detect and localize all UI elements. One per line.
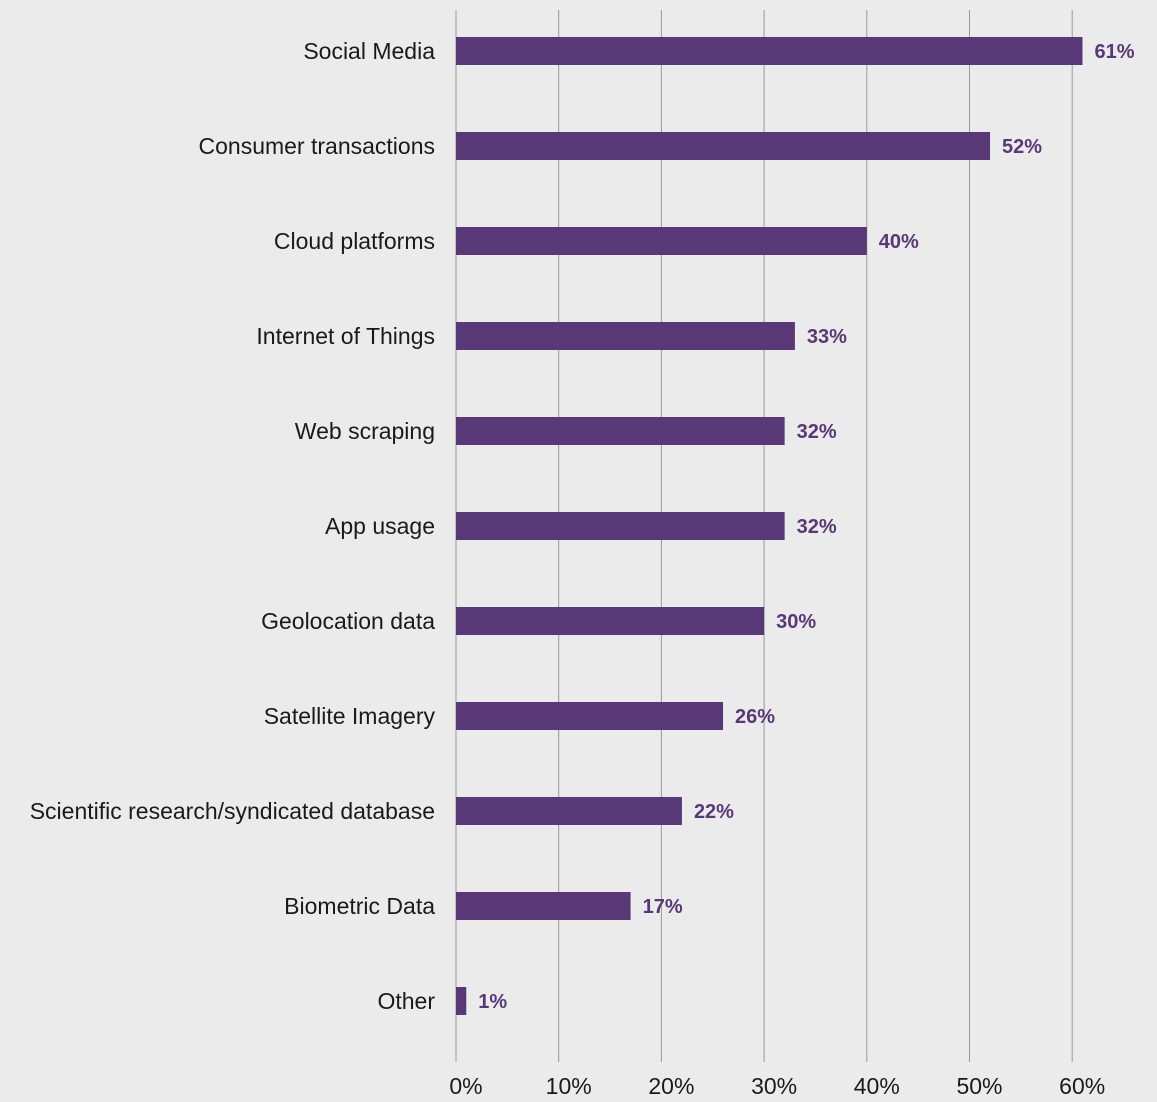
x-tick-label: 50% [956, 1073, 1002, 1099]
x-tick-label: 60% [1059, 1073, 1105, 1099]
category-label: Satellite Imagery [264, 703, 436, 729]
value-label: 40% [879, 231, 919, 253]
category-label: Scientific research/syndicated database [30, 798, 435, 824]
bar-consumer-transactions [456, 132, 991, 160]
value-label: 22% [694, 801, 734, 823]
bar-satellite-imagery [456, 702, 724, 730]
x-tick-label: 0% [449, 1073, 482, 1099]
category-label: Internet of Things [256, 323, 435, 349]
value-label: 61% [1094, 41, 1134, 63]
x-tick-label: 40% [854, 1073, 900, 1099]
value-labels: 61% 52% 40% 33% 32% 32% 30% 26% 22% 17% 1% [478, 41, 1134, 1013]
value-label: 17% [643, 896, 683, 918]
category-labels: Social Media Consumer transactions Cloud p… [30, 38, 436, 1014]
value-label: 30% [776, 611, 816, 633]
value-label: 33% [807, 326, 847, 348]
x-tick-label: 20% [648, 1073, 694, 1099]
category-label: Web scraping [295, 418, 435, 444]
category-label: App usage [325, 513, 435, 539]
bars [456, 37, 1083, 1015]
value-label: 32% [797, 421, 837, 443]
bar-scientific-research-syndicated-database [456, 797, 682, 825]
category-label: Geolocation data [261, 608, 435, 634]
category-label: Biometric Data [284, 893, 435, 919]
bar-biometric-data [456, 892, 631, 920]
bar-internet-of-things [456, 322, 795, 350]
bar-social-media [456, 37, 1083, 65]
value-label: 52% [1002, 136, 1042, 158]
bar-other [456, 987, 467, 1015]
value-label: 26% [735, 706, 775, 728]
x-tick-label: 30% [751, 1073, 797, 1099]
value-label: 32% [797, 516, 837, 538]
bar-geolocation-data [456, 607, 765, 635]
x-axis-ticks: 0% 10% 20% 30% 40% 50% 60% [449, 1073, 1105, 1099]
category-label: Cloud platforms [274, 228, 435, 254]
bar-cloud-platforms [456, 227, 867, 255]
bar-app-usage [456, 512, 785, 540]
value-label: 1% [478, 991, 507, 1013]
x-tick-label: 10% [546, 1073, 592, 1099]
category-label: Other [377, 988, 435, 1014]
category-label: Consumer transactions [199, 133, 436, 159]
bar-web-scraping [456, 417, 785, 445]
category-label: Social Media [303, 38, 435, 64]
